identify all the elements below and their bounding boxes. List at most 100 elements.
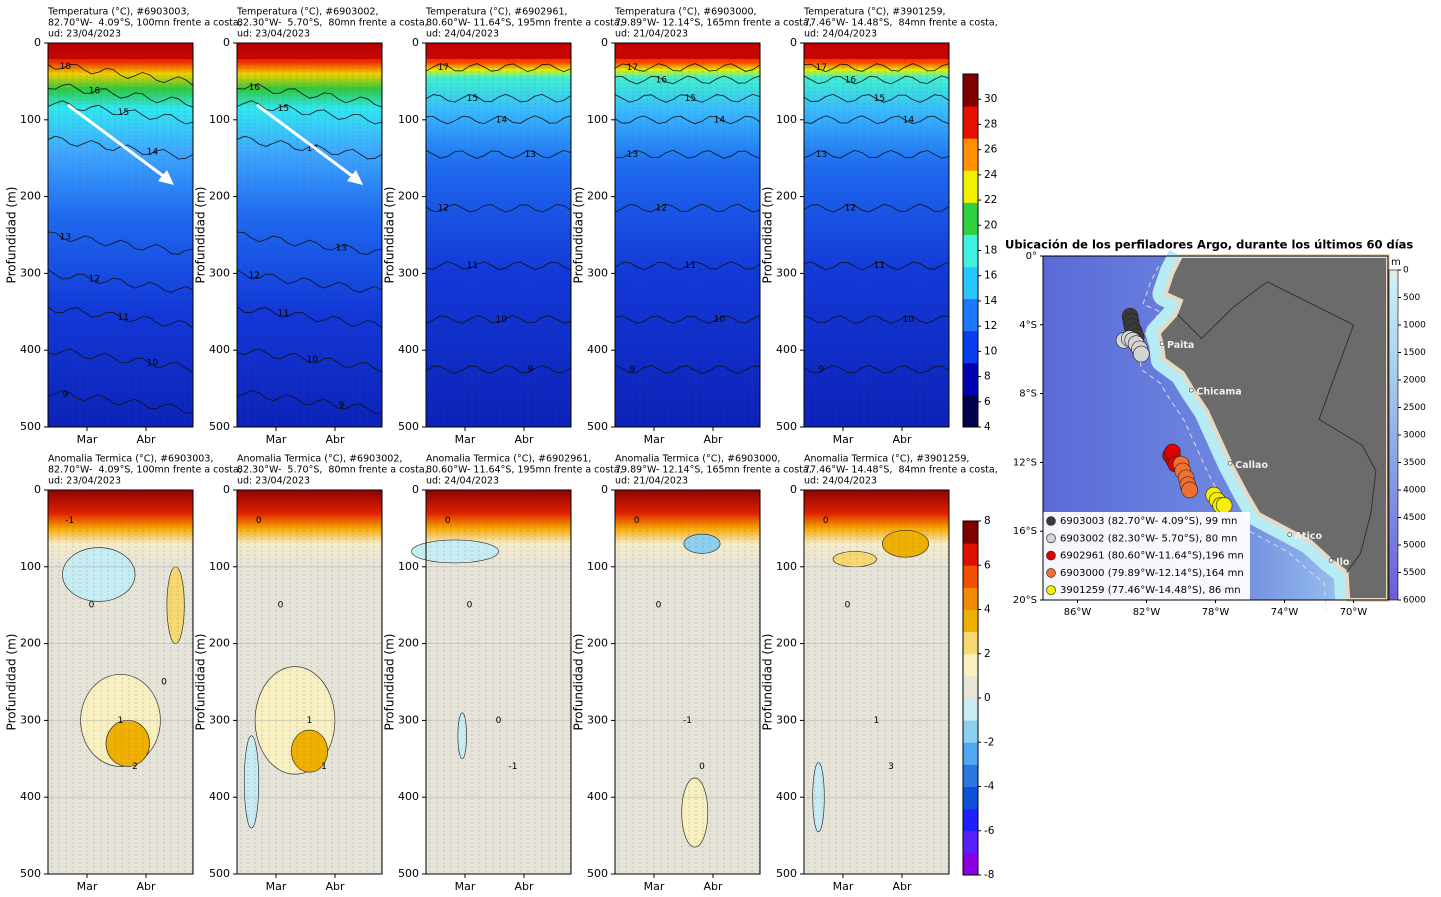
colorbar-label: -6 — [984, 825, 995, 837]
y-tick-label: 0 — [412, 36, 419, 49]
y-axis-label: Profundidad (m) — [194, 634, 208, 731]
float-marker — [1215, 497, 1233, 514]
y-tick-label: 300 — [209, 713, 230, 726]
y-tick-label: 500 — [20, 867, 41, 880]
panel-title: ud: 24/04/2023 — [426, 29, 499, 40]
colorbar-segment — [963, 720, 978, 743]
colorbar-segment — [963, 742, 978, 765]
y-tick-label: 100 — [20, 113, 41, 126]
contour-line — [614, 115, 761, 125]
colorbar-segment — [963, 587, 978, 610]
colorbar-segment — [963, 609, 978, 633]
contour-label: 0 — [89, 601, 95, 611]
x-tick-label: 74°W — [1271, 607, 1299, 618]
colorbar-label: -4 — [984, 781, 995, 793]
colorbar-label: 0 — [1403, 266, 1409, 276]
slope-line — [1135, 266, 1327, 611]
colorbar-label: 6 — [984, 559, 991, 571]
y-tick-label: 400 — [209, 343, 230, 356]
colorbar-label: 4 — [984, 604, 991, 616]
contour-line — [47, 269, 194, 293]
contour-label: 0 — [467, 601, 473, 611]
legend-label: 3901259 (77.46°W-14.48°S), 86 mn — [1060, 585, 1241, 596]
panel: 0 100 200 300 400 500 17 15 14 13 12 11 10 9 Mar Abr Pro… — [383, 7, 623, 447]
contour-line — [47, 100, 194, 125]
contour-line — [47, 135, 194, 160]
contour-label: 3 — [888, 762, 894, 772]
colorbar-segment — [963, 234, 978, 268]
colorbar-segment — [963, 808, 978, 832]
contour-label: 9 — [339, 401, 345, 411]
legend-label: 6903000 (79.89°W-12.14°S),164 mn — [1060, 568, 1244, 579]
float-marker — [1133, 345, 1150, 363]
y-tick-label: 4°S — [1019, 320, 1037, 331]
panel-title: ud: 21/04/2023 — [615, 29, 688, 40]
y-tick-label: 500 — [587, 420, 608, 433]
contour-label: 10 — [903, 315, 915, 325]
y-tick-label: 100 — [776, 560, 797, 573]
contour-label: 12 — [845, 204, 856, 214]
contour-label: 0 — [845, 601, 851, 611]
x-tick-label: Abr — [325, 433, 345, 446]
contour-label: 0 — [699, 762, 705, 772]
colorbar-segment — [963, 653, 978, 677]
y-tick-label: 0 — [790, 483, 797, 496]
y-tick-label: 200 — [398, 637, 419, 650]
y-axis-label: Profundidad (m) — [572, 634, 586, 731]
colorbar-label: 28 — [984, 118, 997, 130]
y-tick-label: 100 — [209, 560, 230, 573]
city-label: Atico — [1295, 531, 1323, 542]
trend-arrow — [256, 103, 356, 180]
anomaly-patch — [411, 539, 499, 564]
colorbar-label: 6 — [984, 396, 991, 408]
anomaly-patch — [881, 529, 930, 558]
contour-line — [236, 390, 383, 414]
legend-swatch — [1046, 516, 1056, 526]
contour-line — [425, 149, 572, 159]
depth-unit: m — [1391, 257, 1401, 268]
city-label: Ilo — [1336, 557, 1350, 568]
y-tick-label: 500 — [398, 420, 419, 433]
contour-label: 14 — [714, 115, 726, 125]
y-tick-label: 500 — [20, 420, 41, 433]
colorbar-segment — [963, 631, 978, 655]
border — [1318, 324, 1377, 573]
y-tick-label: 400 — [20, 343, 41, 356]
legend-box — [1043, 512, 1250, 600]
x-tick-label: Mar — [455, 880, 476, 893]
contour-line — [47, 306, 194, 329]
x-tick-label: Abr — [892, 880, 912, 893]
x-tick-label: Mar — [644, 880, 665, 893]
frame — [614, 489, 761, 875]
frame — [236, 42, 383, 428]
colorbar-segment — [963, 394, 978, 428]
colorbar-segment — [963, 330, 978, 364]
contour-label: 12 — [89, 275, 100, 285]
anomaly-patch — [832, 551, 877, 568]
colorbar-segment — [963, 170, 978, 203]
panel-title: Temperatura (°C), #6903003, — [47, 7, 190, 18]
panel-title: ud: 24/04/2023 — [804, 29, 877, 40]
contour-line — [803, 364, 950, 374]
colorbar-segment — [963, 565, 978, 588]
contour-label: 16 — [89, 87, 101, 97]
contour-line — [803, 115, 950, 125]
y-tick-label: 400 — [20, 790, 41, 803]
field — [804, 43, 949, 427]
contour-line — [803, 261, 950, 271]
x-tick-label: Mar — [833, 433, 854, 446]
colorbar-label: 18 — [984, 245, 997, 257]
panel-title: 79.89°W- 12.14°S, 165mn frente a costa, — [615, 465, 812, 476]
colorbar-label: 6000 — [1403, 596, 1426, 606]
panel-title: 80.60°W- 11.64°S, 195mn frente a costa, — [426, 465, 623, 476]
y-tick-label: 0 — [223, 483, 230, 496]
colorbar-label: 20 — [984, 219, 997, 231]
contour-label: 10 — [307, 355, 319, 365]
trend-arrow-head — [158, 170, 174, 185]
panel-title: 82.30°W- 5.70°S, 80mn frente a costa, — [237, 465, 428, 476]
contour-line — [614, 203, 761, 213]
x-tick-label: Abr — [703, 433, 723, 446]
x-tick-label: Abr — [703, 880, 723, 893]
colorbar-label: 3000 — [1403, 431, 1426, 441]
field — [804, 490, 949, 874]
